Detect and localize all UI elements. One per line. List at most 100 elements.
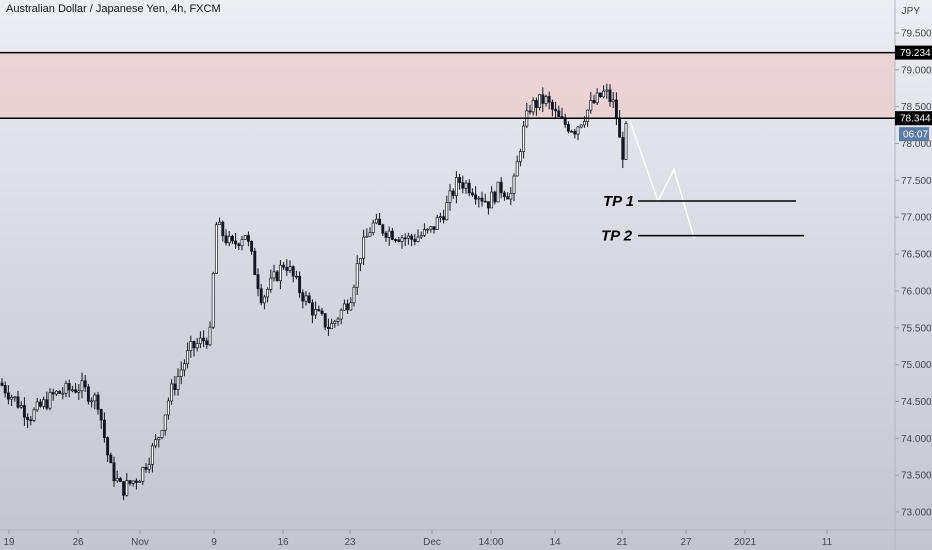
candle-up bbox=[90, 400, 94, 403]
x-tick-label: 14:00 bbox=[478, 537, 503, 548]
candle-down bbox=[618, 118, 622, 138]
candle-down bbox=[16, 396, 20, 408]
x-tick-label: 19 bbox=[3, 537, 15, 548]
candle-up bbox=[605, 89, 609, 92]
level-price-label: 78.344 bbox=[900, 114, 931, 125]
candle-up bbox=[595, 92, 599, 104]
candle-up bbox=[10, 396, 14, 400]
candle-down bbox=[51, 391, 55, 395]
candle-up bbox=[42, 399, 46, 407]
candle-up bbox=[576, 126, 580, 135]
candle-up bbox=[445, 202, 449, 221]
candle-up bbox=[179, 369, 183, 377]
candle-up bbox=[544, 96, 548, 104]
candle-up bbox=[374, 218, 378, 224]
candle-down bbox=[598, 92, 602, 98]
candle-down bbox=[390, 230, 394, 240]
candle-up bbox=[147, 463, 151, 470]
candle-down bbox=[557, 110, 561, 117]
candle-up bbox=[80, 380, 84, 392]
candle-up bbox=[211, 272, 215, 328]
countdown-label: 06:07 bbox=[903, 130, 928, 141]
candle-down bbox=[534, 99, 538, 108]
candle-down bbox=[234, 240, 238, 245]
candle-up bbox=[176, 376, 180, 390]
candle-down bbox=[205, 340, 209, 346]
candle-up bbox=[422, 229, 426, 236]
candle-up bbox=[448, 190, 452, 203]
candle-up bbox=[227, 235, 231, 244]
candle-down bbox=[291, 266, 295, 277]
candle-down bbox=[346, 303, 350, 311]
x-tick-label: 9 bbox=[211, 537, 217, 548]
candle-down bbox=[547, 96, 551, 103]
candle-up bbox=[170, 383, 174, 402]
candle-down bbox=[502, 192, 506, 197]
candle-up bbox=[426, 228, 430, 231]
candle-down bbox=[256, 274, 260, 290]
candle-up bbox=[582, 121, 586, 126]
candle-down bbox=[6, 392, 10, 400]
candle-down bbox=[550, 101, 554, 110]
candle-down bbox=[38, 401, 42, 407]
candle-up bbox=[266, 289, 270, 298]
candle-down bbox=[230, 235, 234, 242]
candle-down bbox=[282, 264, 286, 268]
y-tick-label: 77.000 bbox=[901, 213, 932, 224]
candle-down bbox=[102, 419, 106, 438]
candle-down bbox=[22, 405, 26, 418]
y-tick-label: 79.000 bbox=[901, 65, 932, 76]
y-tick-label: 76.000 bbox=[901, 286, 932, 297]
candle-up bbox=[278, 264, 282, 282]
candle-up bbox=[435, 217, 439, 230]
candle-up bbox=[589, 100, 593, 111]
candle-down bbox=[122, 481, 126, 496]
candle-up bbox=[64, 383, 68, 394]
candle-up bbox=[438, 216, 442, 219]
candle-down bbox=[3, 385, 7, 394]
candle-up bbox=[131, 480, 135, 484]
candle-down bbox=[253, 250, 257, 276]
level-price-tag bbox=[895, 45, 932, 60]
candle-down bbox=[403, 237, 407, 240]
candle-up bbox=[125, 480, 129, 496]
candle-down bbox=[224, 235, 228, 244]
candle-up bbox=[115, 478, 119, 482]
candle-up bbox=[611, 99, 615, 103]
candle-down bbox=[86, 386, 90, 402]
candle-up bbox=[54, 390, 58, 395]
candle-up bbox=[339, 309, 343, 320]
y-tick-label: 73.500 bbox=[901, 471, 932, 482]
x-tick-label: 21 bbox=[616, 537, 628, 548]
candle-down bbox=[173, 383, 177, 390]
candle-up bbox=[496, 181, 500, 203]
candle-down bbox=[202, 337, 206, 342]
candle-down bbox=[310, 302, 314, 316]
y-tick-label: 75.500 bbox=[901, 323, 932, 334]
y-tick-label: 78.000 bbox=[901, 139, 932, 150]
candle-down bbox=[483, 200, 487, 203]
chart-title: Australian Dollar / Japanese Yen, 4h, FX… bbox=[6, 3, 221, 15]
candle-up bbox=[387, 230, 391, 238]
y-tick-label: 76.500 bbox=[901, 250, 932, 261]
candle-down bbox=[608, 89, 612, 103]
candle-up bbox=[624, 123, 628, 160]
candle-up bbox=[531, 99, 535, 113]
candle-up bbox=[416, 236, 420, 242]
y-tick-label: 75.000 bbox=[901, 360, 932, 371]
candle-down bbox=[0, 382, 4, 386]
candle-down bbox=[621, 136, 625, 160]
y-tick-label: 78.500 bbox=[901, 102, 932, 113]
candle-up bbox=[186, 350, 190, 364]
candle-down bbox=[397, 239, 401, 242]
candle-down bbox=[26, 416, 30, 421]
candle-up bbox=[538, 94, 542, 108]
candle-up bbox=[464, 182, 468, 189]
candle-down bbox=[96, 394, 100, 410]
candle-down bbox=[413, 238, 417, 242]
candle-up bbox=[13, 396, 17, 399]
candle-down bbox=[592, 100, 596, 104]
candle-down bbox=[493, 191, 497, 203]
